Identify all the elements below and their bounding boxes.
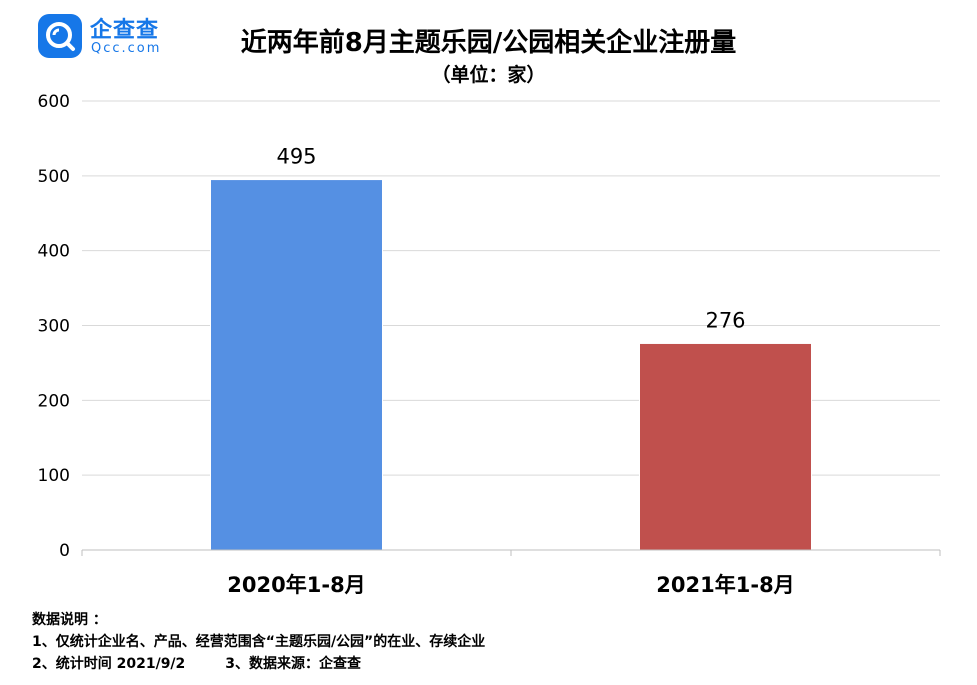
logo-name-cn: 企查查	[90, 18, 160, 43]
data-label: 276	[705, 308, 745, 332]
y-tick-label: 0	[59, 541, 70, 561]
x-category-label: 2021年1-8月	[656, 573, 794, 597]
x-category-label: 2020年1-8月	[227, 573, 365, 597]
x-axis: 2020年1-8月 2021年1-8月	[81, 549, 941, 597]
logo-name-en: Qcc.com	[91, 41, 162, 56]
y-tick-label: 400	[38, 242, 70, 262]
bar	[210, 179, 383, 551]
y-tick-label: 600	[38, 92, 70, 112]
y-tick-label: 100	[38, 466, 70, 486]
bars: 495 276	[210, 145, 812, 551]
notes-line-2: 2、统计时间 2021/9/2 3、数据来源：企查查	[32, 653, 485, 675]
y-tick-label: 300	[38, 317, 70, 337]
data-label: 495	[276, 145, 316, 169]
notes-item-2: 2、统计时间 2021/9/2	[32, 656, 186, 672]
logo-icon	[38, 14, 82, 58]
y-axis-ticks: 0 100 200 300 400 500 600	[38, 92, 70, 561]
logo: 企查查 Qcc.com	[38, 10, 178, 64]
y-tick-label: 500	[38, 167, 70, 187]
notes-heading: 数据说明 ：	[32, 612, 107, 628]
chart-subtitle: （单位：家）	[431, 64, 546, 86]
y-tick-label: 200	[38, 391, 70, 411]
notes-item-3: 3、数据来源：企查查	[225, 656, 362, 672]
chart-title: 近两年前8月主题乐园/公园相关企业注册量	[240, 28, 737, 58]
notes-item-1: 1、仅统计企业名、产品、经营范围含“主题乐园/公园”的在业、存续企业	[32, 634, 486, 650]
data-notes: 数据说明 ： 1、仅统计企业名、产品、经营范围含“主题乐园/公园”的在业、存续企…	[32, 609, 485, 675]
bar	[639, 342, 812, 551]
